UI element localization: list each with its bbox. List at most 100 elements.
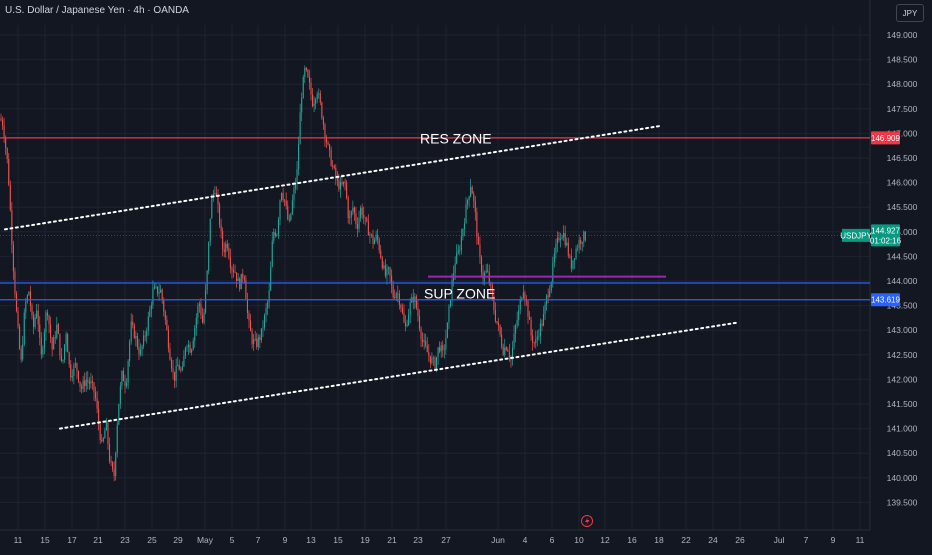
- candle-body: [364, 217, 366, 219]
- candle-body: [454, 263, 456, 274]
- candle-body: [533, 342, 535, 344]
- candle-body: [480, 257, 483, 273]
- candle-body: [91, 381, 93, 383]
- candle-body: [302, 77, 304, 99]
- currency-button[interactable]: JPY: [896, 4, 924, 22]
- candle-body: [319, 93, 321, 103]
- res-price-tag-text: 146.909: [871, 134, 900, 143]
- candle-body: [118, 403, 120, 425]
- candle-body: [20, 348, 22, 360]
- candle-body: [195, 317, 197, 328]
- candle-body: [437, 347, 439, 357]
- candle-body: [409, 302, 411, 315]
- candle-body: [499, 324, 501, 335]
- candle-body: [446, 322, 448, 339]
- current-price-tag-text: 144.927: [871, 226, 900, 235]
- candle-body: [129, 341, 131, 362]
- candle-body: [415, 296, 417, 309]
- candle-body: [436, 356, 438, 370]
- candle-body: [471, 187, 473, 194]
- candle-body: [119, 386, 121, 404]
- candle-body: [99, 424, 101, 440]
- candle-body: [223, 249, 225, 253]
- candle-body: [189, 344, 191, 353]
- candle-body: [296, 169, 298, 184]
- candle-body: [76, 363, 78, 371]
- y-tick-label: 141.500: [887, 399, 918, 409]
- candle-body: [335, 167, 337, 179]
- y-tick-label: 145.500: [887, 202, 918, 212]
- candle-body: [79, 381, 81, 387]
- candle-body: [456, 252, 458, 264]
- candle-body: [538, 335, 540, 337]
- x-tick-label: 26: [735, 535, 745, 545]
- candle-body: [324, 124, 326, 139]
- candle-body: [462, 228, 464, 237]
- candle-body: [380, 250, 382, 258]
- candle-body: [153, 286, 155, 289]
- candle-body: [473, 193, 475, 201]
- candle-body: [205, 290, 207, 313]
- candle-body: [457, 250, 459, 253]
- candle-body: [301, 98, 303, 113]
- candle-body: [158, 292, 160, 294]
- candle-body: [250, 320, 252, 332]
- x-tick-label: 23: [413, 535, 423, 545]
- candle-body: [113, 469, 115, 477]
- candle-body: [502, 346, 504, 355]
- candle-body: [349, 216, 351, 218]
- x-tick-label: 24: [708, 535, 718, 545]
- candle-body: [157, 286, 159, 294]
- candle-body: [46, 312, 49, 316]
- candle-body: [85, 379, 87, 387]
- candle-body: [445, 338, 447, 350]
- candle-body: [389, 267, 391, 276]
- candle-body: [67, 334, 69, 353]
- x-tick-label: 17: [67, 535, 77, 545]
- x-tick-label: Jul: [774, 535, 785, 545]
- candle-body: [45, 312, 47, 333]
- candle-body: [420, 328, 422, 340]
- x-tick-label: 25: [147, 535, 157, 545]
- candle-body: [378, 239, 380, 251]
- x-tick-label: 15: [333, 535, 343, 545]
- candle-body: [338, 180, 340, 190]
- candle-body: [229, 257, 231, 268]
- x-tick-label: 5: [230, 535, 235, 545]
- candle-body: [127, 361, 129, 383]
- candle-body: [432, 357, 434, 359]
- candle-body: [384, 265, 386, 276]
- candle-body: [217, 196, 219, 205]
- candle-body: [448, 306, 450, 323]
- candle-body: [209, 218, 211, 242]
- candle-body: [451, 280, 453, 301]
- candle-body: [122, 371, 124, 382]
- candle-body: [353, 207, 355, 214]
- candle-body: [155, 286, 157, 288]
- candle-body: [519, 299, 521, 310]
- candle-body: [581, 242, 583, 244]
- candle-body: [460, 236, 462, 251]
- symbol-tag: [842, 228, 870, 242]
- candle-body: [318, 93, 320, 95]
- candle-body: [181, 366, 183, 371]
- candle-body: [518, 309, 520, 320]
- candle-body: [282, 193, 284, 200]
- x-tick-label: 16: [627, 535, 637, 545]
- candle-body: [355, 213, 357, 224]
- candle-body: [152, 288, 154, 305]
- candle-body: [330, 150, 332, 166]
- candle-body: [465, 204, 467, 224]
- y-tick-label: 147.500: [887, 104, 918, 114]
- y-tick-label: 143.500: [887, 301, 918, 311]
- candle-body: [584, 231, 586, 241]
- x-tick-label: 11: [856, 535, 865, 545]
- candle-body: [298, 144, 300, 170]
- candle-body: [188, 344, 190, 347]
- candle-body: [273, 232, 275, 241]
- current-price-tag: [871, 224, 900, 247]
- candle-body: [143, 335, 145, 346]
